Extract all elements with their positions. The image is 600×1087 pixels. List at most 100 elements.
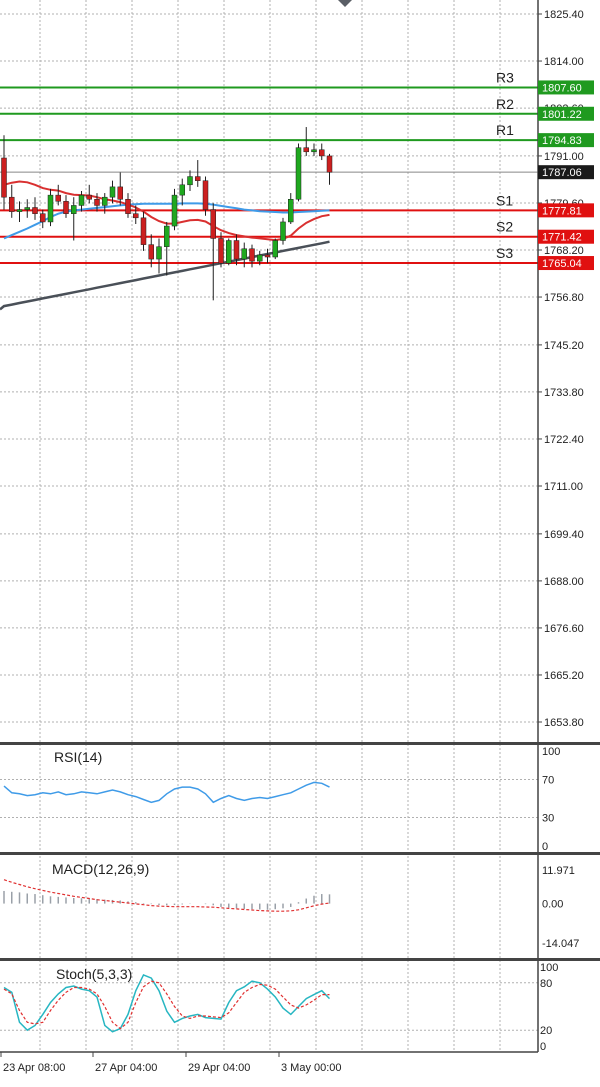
- candle: [210, 203, 216, 301]
- pane-separator: [0, 958, 600, 961]
- candle: [63, 195, 69, 218]
- candle-body: [1, 157, 7, 198]
- candle: [164, 221, 170, 276]
- candle: [249, 244, 255, 268]
- rsi-title: RSI(14): [54, 749, 102, 765]
- candle-body: [272, 240, 278, 258]
- current-price-box: [538, 165, 594, 180]
- candle: [288, 193, 294, 225]
- price-tick-label: 1745.20: [544, 340, 584, 352]
- candle-body: [117, 186, 123, 200]
- price-tick-label: 1722.40: [544, 434, 584, 446]
- candle: [102, 193, 108, 214]
- stoch-tick-label: 100: [540, 962, 558, 974]
- candle: [257, 250, 263, 266]
- level-price-label: 1777.81: [542, 205, 582, 217]
- candle: [24, 199, 30, 218]
- scroll-marker-icon[interactable]: [338, 0, 352, 7]
- candle: [202, 176, 209, 216]
- price-tick-label: 1756.80: [544, 292, 584, 304]
- macd-signal-line: [3, 879, 330, 912]
- candle-body: [32, 207, 38, 214]
- candle: [47, 188, 54, 227]
- candle-body: [326, 155, 333, 173]
- level-price-label: 1771.42: [542, 232, 582, 244]
- candle-body: [40, 213, 46, 223]
- level-price-label: 1794.83: [542, 135, 582, 147]
- candle: [78, 191, 85, 212]
- candle: [32, 197, 38, 220]
- stoch-tick-label: 0: [540, 1041, 546, 1053]
- candle-body: [109, 186, 116, 198]
- candle-body: [164, 225, 170, 247]
- candle-body: [241, 248, 247, 260]
- pane-separator: [0, 852, 600, 855]
- candle: [187, 170, 193, 191]
- candle-body: [140, 217, 147, 245]
- candle: [295, 143, 302, 202]
- candle: [264, 248, 271, 264]
- current-price-label: 1787.06: [542, 167, 582, 179]
- stoch-tick-label: 20: [540, 1025, 552, 1037]
- pane-separator: [0, 742, 600, 745]
- stoch-title: Stoch(5,3,3): [56, 966, 132, 982]
- candle: [218, 232, 224, 268]
- candle: [140, 211, 147, 251]
- candle: [9, 184, 15, 218]
- candle-body: [288, 199, 294, 223]
- level-name-s2: S2: [496, 219, 513, 235]
- candle: [195, 160, 201, 187]
- price-tick-label: 1768.20: [544, 245, 584, 257]
- candle: [171, 188, 178, 231]
- moving-average-mid: [3, 202, 330, 240]
- candle-body: [280, 221, 286, 241]
- price-tick-label: 1699.40: [544, 529, 584, 541]
- candle-body: [226, 240, 232, 264]
- candlesticks: [1, 127, 333, 301]
- level-price-label: 1765.04: [542, 258, 582, 270]
- candle-body: [148, 244, 154, 260]
- level-price-box: [538, 229, 594, 244]
- macd-tick-label: 11.971: [542, 865, 575, 877]
- candle: [272, 238, 278, 260]
- time-tick-label: 3 May 00:00: [281, 1062, 342, 1074]
- price-tick-label: 1653.80: [544, 717, 584, 729]
- macd-tick-label: -14.047: [542, 938, 579, 950]
- candle-body: [156, 246, 162, 260]
- level-name-s1: S1: [496, 192, 513, 208]
- candle-body: [133, 213, 139, 219]
- level-price-label: 1801.22: [542, 109, 582, 121]
- level-name-r1: R1: [496, 122, 514, 138]
- stoch-main-line: [3, 973, 331, 1033]
- candle-body: [319, 149, 325, 157]
- candle-body: [303, 147, 309, 153]
- level-price-box: [538, 256, 594, 271]
- candle: [148, 234, 154, 268]
- stoch-signal-line: [3, 980, 330, 1030]
- macd-title: MACD(12,26,9): [52, 861, 149, 877]
- candle-body: [24, 207, 30, 210]
- level-price-box: [538, 133, 594, 148]
- pane-titles: RSI(14) MACD(12,26,9) Stoch(5,3,3): [52, 749, 149, 982]
- candle: [233, 234, 240, 266]
- time-tick-label: 23 Apr 08:00: [3, 1062, 65, 1074]
- price-tick-label: 1665.20: [544, 670, 584, 682]
- candle-body: [47, 194, 54, 223]
- candle: [133, 205, 139, 225]
- candle: [179, 178, 185, 206]
- candle: [326, 153, 333, 185]
- candle-body: [171, 194, 178, 227]
- rsi-tick-label: 100: [542, 746, 560, 758]
- candle-body: [218, 238, 224, 264]
- candle-body: [233, 240, 240, 260]
- level-price-label: 1807.60: [542, 82, 582, 94]
- candle: [303, 127, 309, 156]
- price-tick-label: 1825.40: [544, 9, 584, 21]
- candle-body: [16, 209, 23, 212]
- price-tick-label: 1733.80: [544, 387, 584, 399]
- price-axis: 1825.401814.001802.601791.001779.601768.…: [538, 9, 584, 1053]
- indicator-panes: [0, 779, 538, 1033]
- candle: [71, 197, 77, 241]
- candle-body: [249, 248, 255, 262]
